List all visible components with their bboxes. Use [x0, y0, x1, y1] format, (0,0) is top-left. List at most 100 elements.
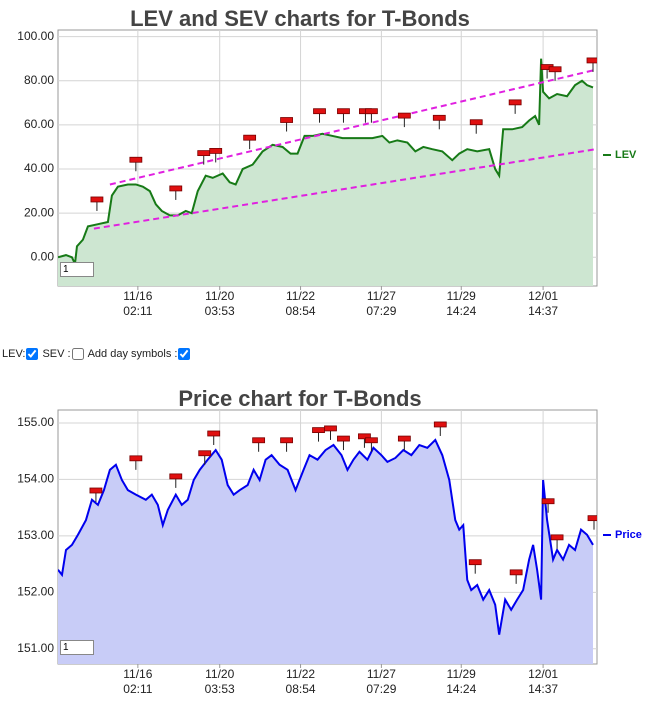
flag	[280, 117, 293, 123]
flag	[198, 450, 212, 457]
flag	[197, 150, 211, 157]
day-symbol	[324, 425, 337, 440]
flag	[280, 437, 293, 444]
controls: LEV: SEV : Add day symbols :	[2, 348, 194, 360]
day-symbol	[243, 134, 257, 150]
flag	[89, 487, 103, 494]
flag	[324, 425, 337, 432]
day-symbol	[90, 196, 104, 211]
plot	[58, 421, 597, 664]
day-symbol	[337, 108, 350, 123]
zoom-input[interactable]: 1	[60, 262, 94, 277]
flag	[207, 430, 221, 437]
x-tick-label: 11/27 07:29	[366, 667, 397, 696]
day-symbol	[433, 421, 447, 436]
flag	[337, 435, 350, 442]
flag	[432, 114, 446, 121]
y-tick-label: 100.00	[17, 29, 54, 43]
day-symbol	[397, 112, 411, 128]
zoom-input[interactable]: 1	[60, 640, 94, 655]
checkbox[interactable]	[71, 348, 84, 360]
flag	[508, 99, 522, 106]
day-symbol	[89, 487, 103, 503]
flag	[209, 148, 223, 154]
flag	[433, 421, 447, 428]
x-tick-label: 12/01 14:37	[528, 289, 559, 318]
day-symbol	[550, 534, 564, 549]
flag	[129, 455, 143, 462]
x-tick-label: 11/20 03:53	[204, 667, 235, 696]
day-symbol	[508, 99, 522, 114]
checkbox[interactable]	[178, 348, 191, 360]
day-symbol	[207, 430, 221, 445]
checkbox[interactable]	[26, 348, 39, 360]
flag	[550, 534, 564, 541]
line	[58, 438, 594, 635]
x-tick-label: 11/20 03:53	[204, 289, 235, 318]
flag	[312, 427, 325, 434]
day-symbol	[468, 559, 482, 574]
day-symbol	[337, 435, 350, 451]
x-tick-label: 11/16 02:11	[123, 667, 153, 696]
day-symbol	[587, 515, 597, 530]
legend-label: LEV	[615, 149, 637, 161]
day-symbol	[169, 185, 183, 200]
y-tick-label: 0.00	[31, 249, 55, 263]
flag	[397, 112, 411, 119]
day-symbol	[129, 455, 143, 470]
flag	[337, 108, 350, 115]
y-tick-label: 153.00	[17, 528, 54, 542]
flag	[169, 473, 183, 480]
flag	[129, 156, 143, 163]
flag	[365, 437, 378, 444]
day-symbol	[397, 435, 411, 451]
plot	[58, 57, 597, 286]
flag	[358, 433, 371, 440]
chart-title: LEV and SEV charts for T-Bonds	[130, 6, 470, 31]
flag	[586, 57, 597, 64]
day-symbol	[548, 66, 562, 81]
y-tick-label: 155.00	[17, 415, 54, 429]
flag	[243, 134, 257, 141]
area-fill	[58, 58, 594, 286]
day-symbol	[280, 117, 293, 132]
y-tick-label: 80.00	[24, 73, 54, 87]
control-label: SEV :	[42, 348, 71, 360]
flag	[509, 569, 523, 576]
day-symbol	[586, 57, 597, 72]
y-tick-label: 151.00	[17, 641, 54, 655]
flag	[397, 435, 411, 442]
chart-title: Price chart for T-Bonds	[178, 386, 421, 411]
x-tick-label: 11/22 08:54	[285, 667, 316, 696]
flag	[313, 108, 326, 115]
flag	[587, 515, 597, 522]
flag	[252, 437, 266, 444]
legend-label: Price	[615, 529, 642, 541]
x-tick-label: 11/16 02:11	[123, 289, 153, 318]
day-symbol	[509, 569, 523, 584]
y-tick-label: 154.00	[17, 472, 54, 486]
x-tick-label: 11/29 14:24	[446, 289, 477, 318]
day-symbol	[358, 433, 371, 448]
day-symbol	[365, 437, 378, 452]
y-tick-label: 20.00	[24, 205, 54, 219]
flag	[169, 185, 183, 192]
day-symbol	[129, 156, 143, 172]
flag	[365, 108, 378, 115]
flag	[90, 196, 104, 203]
day-symbol	[280, 437, 293, 452]
day-symbol	[198, 450, 212, 465]
day-symbol	[469, 119, 483, 134]
day-symbol	[169, 473, 183, 488]
y-tick-label: 152.00	[17, 584, 54, 598]
flag	[469, 119, 483, 126]
trend-line	[109, 68, 597, 186]
x-tick-label: 11/27 07:29	[366, 289, 397, 318]
day-symbol	[365, 108, 378, 123]
trend-line	[93, 148, 597, 230]
y-tick-label: 60.00	[24, 117, 54, 131]
control-label: LEV:	[2, 348, 26, 360]
day-symbol	[313, 108, 326, 123]
day-symbol	[432, 114, 446, 130]
